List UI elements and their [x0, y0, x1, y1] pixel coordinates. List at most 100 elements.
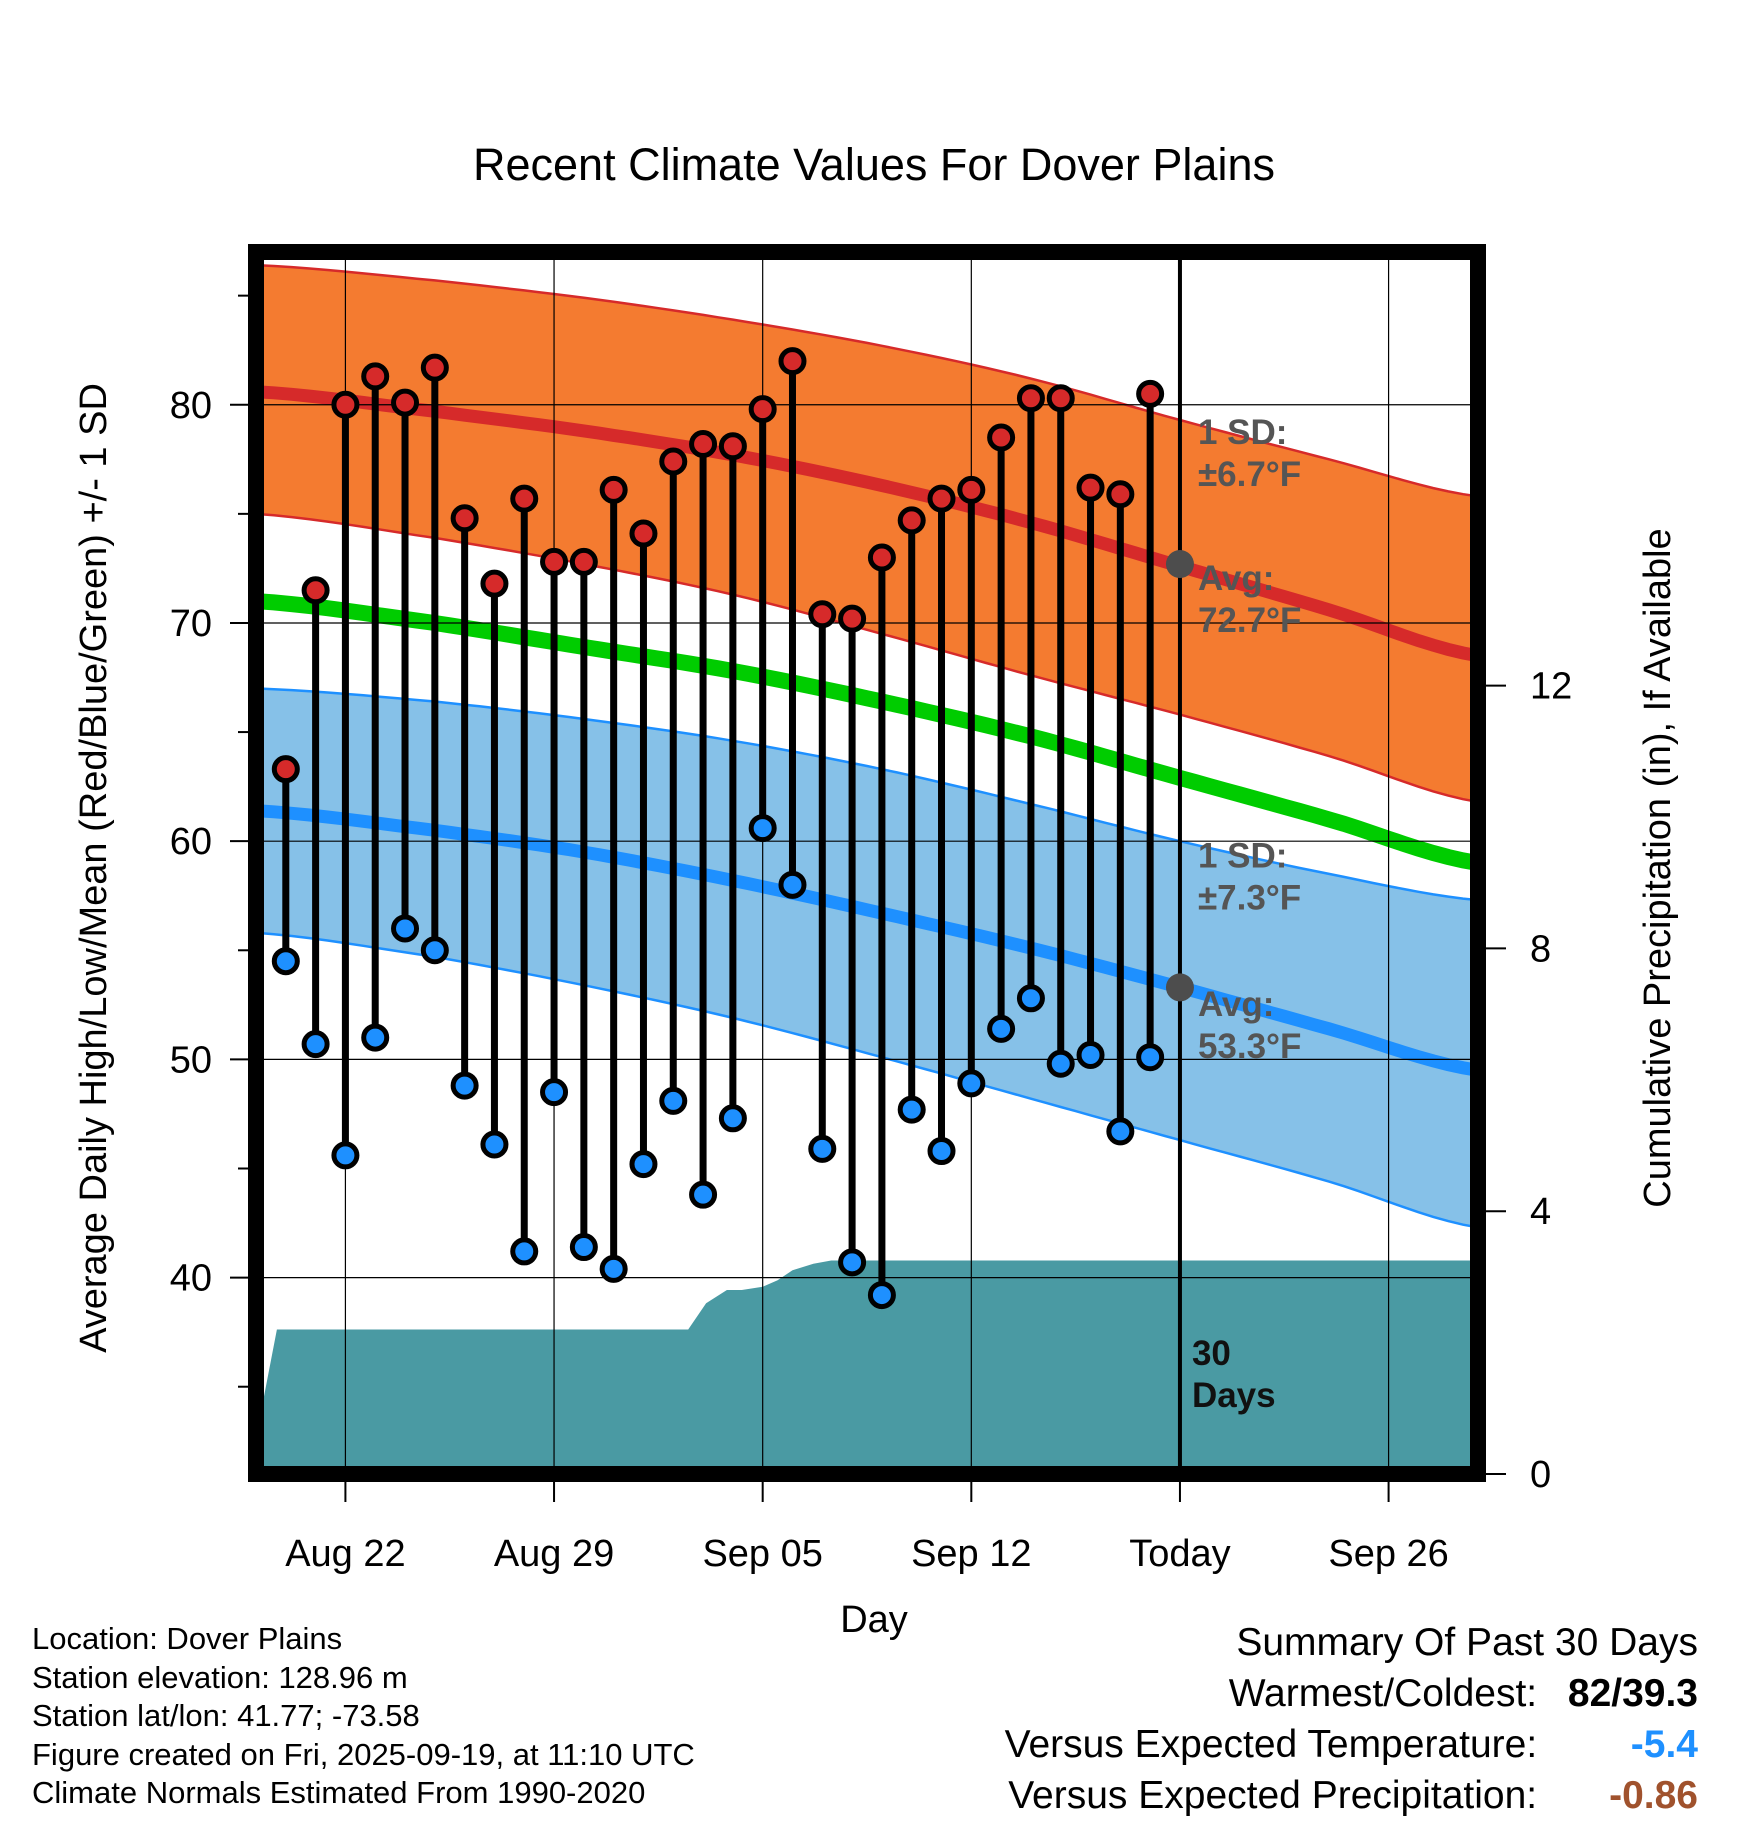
daily-low-point: [957, 1069, 986, 1098]
precip-value: -0.86: [1609, 1774, 1698, 1817]
daily-high-point: [1076, 473, 1105, 502]
location-text: Location: Dover Plains: [32, 1621, 343, 1656]
daily-high-point: [987, 423, 1016, 452]
daily-high-point: [569, 547, 598, 576]
low-sd-band: [256, 688, 1478, 1228]
y-tick-label: 60: [170, 821, 212, 863]
annotation-line: Avg:: [1198, 985, 1274, 1024]
daily-low-point: [1106, 1117, 1135, 1146]
daily-low-point: [1046, 1049, 1075, 1078]
daily-high-point: [867, 543, 896, 572]
daily-high-point: [599, 475, 628, 504]
daily-high-point: [689, 430, 718, 459]
daily-high-point: [718, 432, 747, 461]
y2-axis-label: Cumulative Precipitation (in), If Availa…: [1637, 528, 1679, 1207]
warmest-label: Warmest/Coldest:: [1228, 1672, 1538, 1715]
daily-low-point: [420, 936, 449, 965]
daily-high-point: [838, 604, 867, 633]
daily-high-point: [510, 484, 539, 513]
x-tick-label: Aug 22: [285, 1533, 405, 1575]
daily-low-point: [271, 947, 300, 976]
normal-high-today-marker: [1165, 550, 1194, 579]
x-tick-label: Sep 05: [702, 1533, 822, 1575]
daily-low-point: [1136, 1043, 1165, 1072]
temp-label: Versus Expected Temperature:: [1004, 1723, 1538, 1766]
summary-precip-row: Versus Expected Precipitation: -0.86: [1005, 1770, 1698, 1821]
daily-low-point: [569, 1233, 598, 1262]
daily-high-point: [420, 353, 449, 382]
y2-tick-label: 8: [1530, 928, 1551, 970]
daily-low-point: [987, 1014, 1016, 1043]
daily-high-point: [659, 447, 688, 476]
daily-high-point: [808, 600, 837, 629]
y2-tick-label: 12: [1530, 666, 1572, 708]
daily-high-point: [301, 576, 330, 605]
daily-low-point: [778, 870, 807, 899]
plot-frame: [248, 244, 1486, 1482]
daily-high-point: [480, 569, 509, 598]
annotation-label: Avg: 72.7°F: [1198, 559, 1302, 640]
high-sd-band-upper-edge: [256, 263, 1478, 498]
annotation-line: Avg:: [1198, 559, 1274, 598]
daily-low-point: [1076, 1041, 1105, 1070]
annotation-line: 1 SD:: [1198, 836, 1287, 875]
annotation-label: Avg: 53.3°F: [1198, 985, 1302, 1066]
annotation-line: 53.3°F: [1198, 1027, 1302, 1066]
daily-high-point: [748, 395, 777, 424]
daily-high-point: [361, 362, 390, 391]
y-tick-label: 80: [170, 385, 212, 427]
summary-warmest-row: Warmest/Coldest: 82/39.3: [1005, 1668, 1698, 1719]
annotation-label: 30 Days: [1192, 1334, 1276, 1415]
daily-high-point: [1046, 384, 1075, 413]
daily-low-point: [540, 1078, 569, 1107]
annotation-line: 72.7°F: [1198, 601, 1302, 640]
daily-high-point: [778, 347, 807, 376]
normals-text: Climate Normals Estimated From 1990-2020: [32, 1775, 646, 1810]
y-tick-label: 40: [170, 1258, 212, 1300]
daily-low-point: [659, 1086, 688, 1115]
normal-high-line: [256, 385, 1478, 663]
normal-low-today-marker: [1165, 973, 1194, 1002]
daily-high-point: [540, 547, 569, 576]
daily-high-point: [1016, 384, 1045, 413]
annotation-line: Days: [1192, 1376, 1276, 1415]
annotation-label: 1 SD: ±6.7°F: [1198, 413, 1301, 494]
daily-low-point: [301, 1030, 330, 1059]
daily-low-point: [1016, 984, 1045, 1013]
daily-high-point: [450, 504, 479, 533]
daily-low-point: [689, 1180, 718, 1209]
daily-low-point: [391, 914, 420, 943]
summary-heading: Summary Of Past 30 Days: [1236, 1621, 1698, 1664]
daily-high-point: [1136, 379, 1165, 408]
y-tick-label: 50: [170, 1039, 212, 1081]
latlon-text: Station lat/lon: 41.77; -73.58: [32, 1698, 420, 1733]
x-tick-label: Sep 12: [911, 1533, 1031, 1575]
y2-tick-label: 4: [1530, 1191, 1551, 1233]
daily-high-point: [391, 388, 420, 417]
daily-high-point: [271, 755, 300, 784]
summary-temp-row: Versus Expected Temperature: -5.4: [1005, 1719, 1698, 1770]
x-tick-label: Aug 29: [494, 1533, 614, 1575]
high-sd-band: [256, 265, 1478, 802]
x-tick-label: Today: [1129, 1533, 1230, 1575]
temp-value: -5.4: [1630, 1723, 1698, 1766]
daily-low-point: [808, 1134, 837, 1163]
daily-low-point: [718, 1104, 747, 1133]
station-info: Location: Dover Plains Station elevation…: [32, 1620, 695, 1813]
daily-low-point: [629, 1150, 658, 1179]
daily-low-point: [897, 1095, 926, 1124]
daily-low-point: [361, 1023, 390, 1052]
annotation-line: ±6.7°F: [1198, 455, 1301, 494]
daily-high-point: [957, 475, 986, 504]
x-axis-label: Day: [840, 1599, 908, 1641]
y2-tick-label: 0: [1530, 1454, 1551, 1496]
plot-content: [256, 252, 1478, 1474]
y-tick-label: 70: [170, 603, 212, 645]
daily-low-point: [867, 1281, 896, 1310]
daily-high-point: [897, 506, 926, 535]
chart-title: Recent Climate Values For Dover Plains: [473, 139, 1275, 190]
daily-low-point: [331, 1141, 360, 1170]
warmest-value: 82/39.3: [1567, 1672, 1698, 1715]
